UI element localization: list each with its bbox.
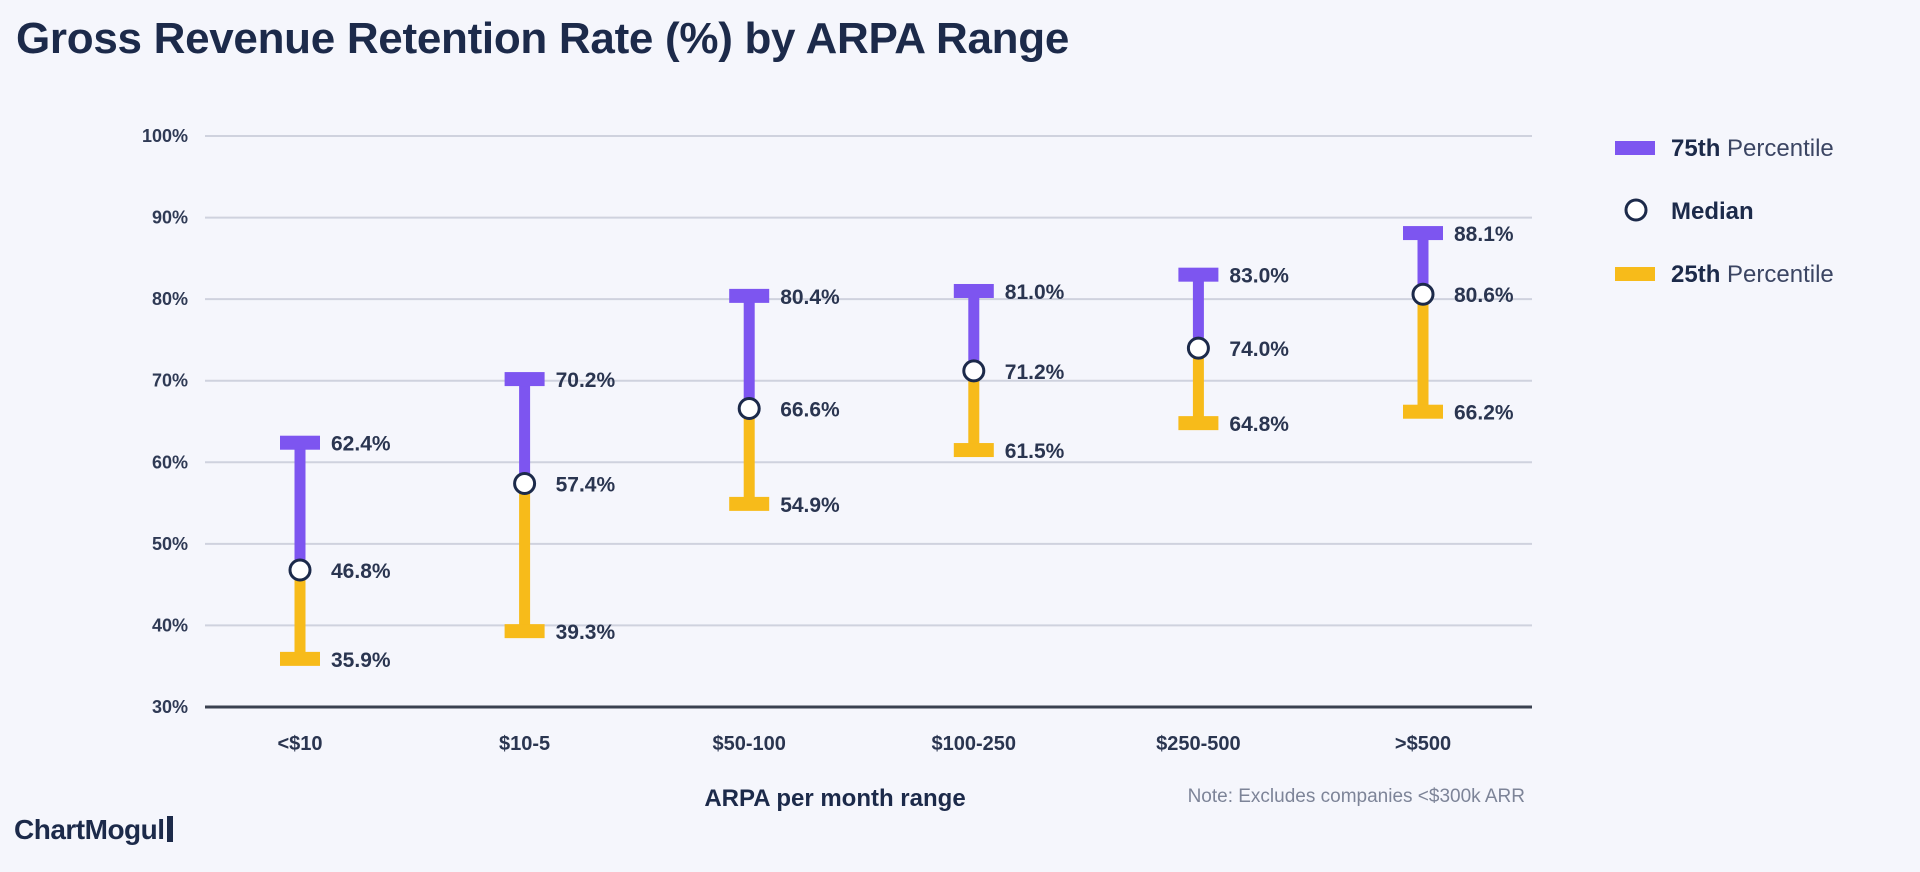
stem-lower bbox=[1417, 294, 1429, 412]
chartmogul-logo: ChartMogul bbox=[14, 814, 173, 846]
chart-title: Gross Revenue Retention Rate (%) by ARPA… bbox=[16, 14, 1069, 63]
legend-swatch-25th bbox=[1615, 267, 1655, 281]
cap-25th bbox=[953, 443, 994, 458]
x-axis-title: ARPA per month range bbox=[704, 785, 965, 812]
data-label-median: 46.8% bbox=[331, 560, 391, 583]
stem-lower bbox=[1192, 348, 1204, 424]
stem-lower bbox=[743, 408, 755, 504]
cap-75th bbox=[953, 283, 994, 298]
data-label-75th: 62.4% bbox=[331, 433, 391, 456]
median-marker bbox=[962, 359, 986, 383]
data-label-25th: 66.2% bbox=[1454, 402, 1514, 425]
legend-label-75th-rest: Percentile bbox=[1727, 135, 1834, 162]
data-label-median: 57.4% bbox=[556, 473, 616, 496]
data-label-75th: 83.0% bbox=[1229, 265, 1289, 288]
data-label-75th: 81.0% bbox=[1005, 281, 1065, 304]
y-tick-label: 100% bbox=[142, 126, 188, 146]
cap-75th bbox=[1403, 226, 1443, 241]
stem-upper bbox=[743, 295, 755, 409]
stem-upper bbox=[1417, 233, 1429, 295]
y-tick-label: 60% bbox=[152, 452, 188, 472]
stem-upper bbox=[968, 290, 980, 371]
x-tick-label: $50-100 bbox=[712, 733, 785, 755]
cap-25th bbox=[729, 496, 770, 511]
note-text: Note: Excludes companies <$300k ARR bbox=[1188, 786, 1525, 807]
legend-label-75th: 75th Percentile bbox=[1671, 135, 1834, 162]
data-label-75th: 70.2% bbox=[556, 369, 616, 392]
data-label-25th: 64.8% bbox=[1229, 413, 1289, 436]
median-marker bbox=[1186, 336, 1210, 360]
legend-label-25th-rest: Percentile bbox=[1727, 261, 1834, 288]
legend-label-25th: 25th Percentile bbox=[1671, 261, 1834, 288]
legend: 75th Percentile Median 25th Percentile bbox=[1615, 135, 1834, 288]
series-marks: 62.4% 46.8% 35.9% 70.2% 57.4% 39.3% 80.4% 66.6%… bbox=[280, 223, 1514, 672]
data-label-25th: 61.5% bbox=[1005, 440, 1065, 463]
y-tick-label: 90% bbox=[152, 208, 188, 228]
data-label-median: 71.2% bbox=[1005, 361, 1065, 384]
median-marker bbox=[288, 558, 312, 582]
data-label-25th: 35.9% bbox=[331, 649, 391, 672]
x-tick-label: $10-5 bbox=[499, 733, 550, 755]
legend-swatch-75th bbox=[1615, 141, 1655, 155]
data-label-75th: 88.1% bbox=[1454, 223, 1514, 246]
cap-25th bbox=[504, 624, 545, 639]
median-marker bbox=[1411, 282, 1435, 306]
data-label-median: 74.0% bbox=[1229, 338, 1289, 361]
legend-marker-median bbox=[1624, 198, 1648, 222]
stem-lower bbox=[294, 569, 306, 659]
median-marker bbox=[513, 471, 537, 495]
legend-label-25th-bold: 25th bbox=[1671, 261, 1720, 288]
cap-75th bbox=[504, 372, 545, 387]
median-marker bbox=[737, 396, 761, 420]
stem-lower bbox=[519, 483, 531, 632]
data-label-median: 66.6% bbox=[780, 398, 840, 421]
y-axis-ticks: 30% 40% 50% 60% 70% 80% 90% 100% bbox=[142, 126, 188, 717]
data-label-median: 80.6% bbox=[1454, 284, 1514, 307]
y-tick-label: 30% bbox=[152, 697, 188, 717]
y-tick-label: 40% bbox=[152, 615, 188, 635]
cap-75th bbox=[1178, 267, 1219, 282]
cap-75th bbox=[729, 288, 770, 303]
x-tick-label: >$500 bbox=[1395, 733, 1451, 755]
stem-upper bbox=[519, 379, 531, 484]
brand-text: ChartMogul bbox=[14, 814, 165, 845]
x-tick-label: <$10 bbox=[277, 733, 322, 755]
y-tick-label: 50% bbox=[152, 534, 188, 554]
y-tick-label: 70% bbox=[152, 371, 188, 391]
legend-label-median: Median bbox=[1671, 198, 1754, 225]
y-tick-label: 80% bbox=[152, 289, 188, 309]
x-axis-ticks: <$10 $10-5 $50-100 $100-250 $250-500 >$500 bbox=[277, 733, 1451, 755]
cap-25th bbox=[1178, 416, 1219, 431]
data-label-75th: 80.4% bbox=[780, 286, 840, 309]
brand-logo-bar bbox=[166, 816, 173, 842]
data-label-25th: 54.9% bbox=[780, 494, 840, 517]
stem-upper bbox=[1192, 274, 1204, 349]
cap-25th bbox=[1403, 404, 1443, 419]
x-tick-label: $250-500 bbox=[1156, 733, 1241, 755]
x-tick-label: $100-250 bbox=[932, 733, 1017, 755]
legend-label-75th-bold: 75th bbox=[1671, 135, 1720, 162]
gridlines bbox=[205, 135, 1532, 709]
cap-75th bbox=[280, 435, 320, 450]
stem-upper bbox=[294, 442, 306, 570]
data-label-25th: 39.3% bbox=[556, 621, 616, 644]
cap-25th bbox=[280, 651, 320, 666]
stem-lower bbox=[968, 370, 980, 451]
